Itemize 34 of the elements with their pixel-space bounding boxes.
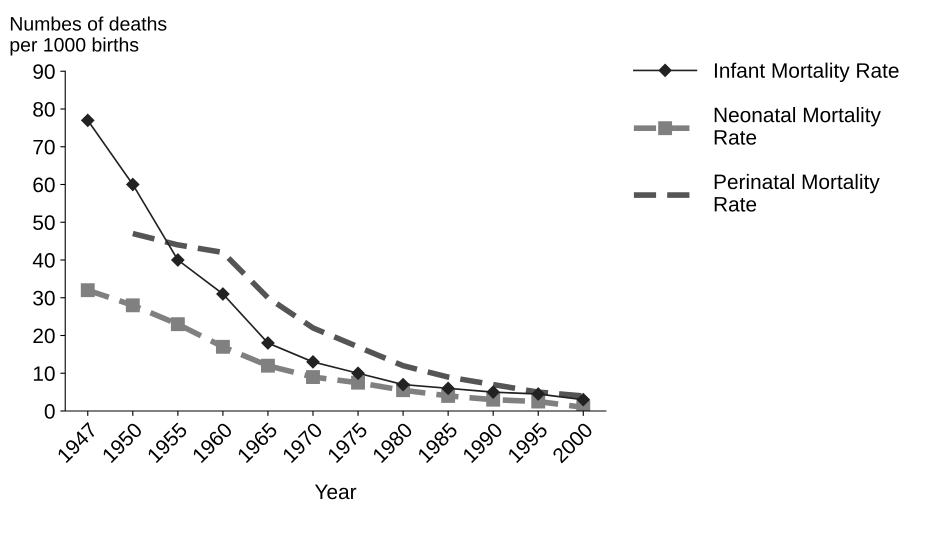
point (81, 114, 94, 127)
point (532, 387, 545, 401)
y-tick-label: 50 (33, 215, 55, 230)
y-tick-label: 60 (33, 177, 55, 192)
legend-label: Infant Mortality Rate (714, 62, 899, 82)
point (80, 283, 95, 298)
point (442, 382, 455, 395)
y-tick-label: 0 (44, 404, 55, 419)
y-tick-label: 10 (34, 366, 55, 382)
point (351, 366, 365, 380)
point (486, 386, 500, 399)
point (216, 340, 230, 354)
y-tick-label: 30 (33, 290, 55, 306)
point (126, 178, 140, 192)
y-tick-label: 20 (33, 328, 55, 344)
y-tick-label: 40 (32, 252, 55, 268)
point (216, 287, 230, 301)
y-tick-label: 80 (33, 102, 55, 117)
point (351, 376, 365, 390)
point (126, 298, 140, 312)
point (576, 393, 590, 406)
point (171, 253, 184, 267)
point (170, 317, 185, 332)
y-axis-title: Numbes of deaths per 1000 births (10, 16, 166, 56)
y-tick-label: 70 (33, 140, 55, 154)
y-tick-label: 90 (33, 64, 55, 79)
point (396, 378, 410, 392)
x-axis-title: Year (314, 484, 356, 500)
point (261, 336, 275, 350)
legend-label: Perinatal Mortality Rate (714, 174, 880, 212)
point (306, 355, 320, 369)
legend-label: Neonatal Mortality Rate (714, 107, 881, 145)
point (261, 358, 275, 373)
point (306, 370, 320, 384)
